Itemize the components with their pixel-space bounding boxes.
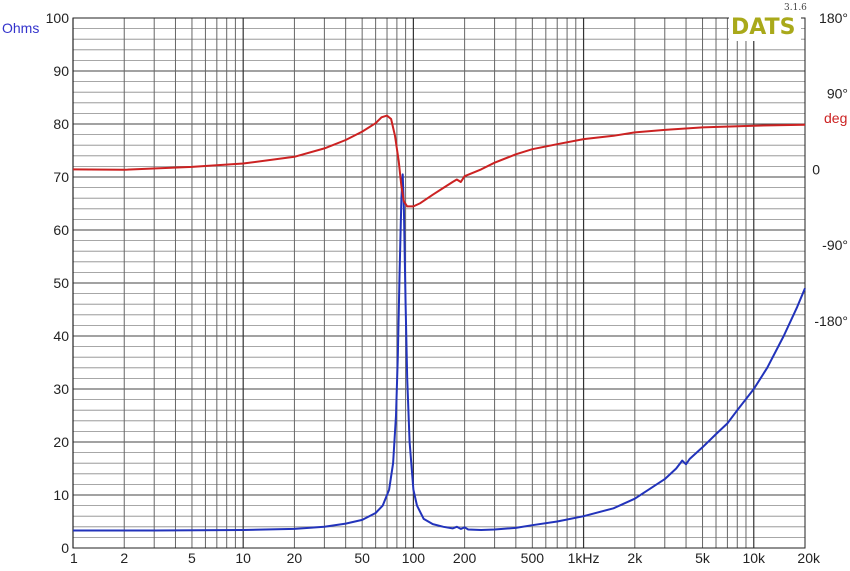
left-tick-label: 20 bbox=[53, 434, 69, 450]
x-tick-label: 2 bbox=[120, 550, 128, 566]
left-tick-label: 50 bbox=[53, 275, 69, 291]
x-tick-label: 1kHz bbox=[568, 550, 600, 566]
left-tick-label: 40 bbox=[53, 328, 69, 344]
curves bbox=[72, 114, 806, 532]
x-tick-label: 10 bbox=[235, 550, 251, 566]
logo-version: 3.1.6 bbox=[784, 3, 807, 13]
x-tick-label: 20 bbox=[287, 550, 303, 566]
x-tick-label: 100 bbox=[402, 550, 426, 566]
x-tick-label: 2k bbox=[627, 550, 643, 566]
left-tick-label: 80 bbox=[53, 116, 69, 132]
x-tick-label: 1 bbox=[70, 550, 78, 566]
right-tick-label: 0 bbox=[812, 161, 820, 177]
right-axis-unit: deg bbox=[824, 110, 847, 126]
right-tick-labels: 180° 90° 0 -90° -180° bbox=[812, 10, 848, 329]
plot-frame bbox=[72, 17, 806, 549]
right-tick-label: 180° bbox=[819, 10, 848, 26]
left-tick-label: 10 bbox=[53, 487, 69, 503]
x-tick-label: 200 bbox=[453, 550, 477, 566]
left-tick-label: 90 bbox=[53, 63, 69, 79]
logo-text: DATS bbox=[731, 15, 795, 40]
left-axis-label: Ohms bbox=[2, 20, 39, 36]
x-tick-label: 5k bbox=[695, 550, 711, 566]
left-tick-label: 70 bbox=[53, 169, 69, 185]
left-tick-label: 30 bbox=[53, 381, 69, 397]
right-tick-label: 90° bbox=[827, 86, 848, 102]
phase-curve bbox=[72, 114, 806, 208]
x-tick-label: 20k bbox=[797, 550, 821, 566]
grid bbox=[72, 17, 806, 549]
x-tick-label: 50 bbox=[354, 550, 370, 566]
right-tick-label: -90° bbox=[822, 237, 848, 253]
logo-box bbox=[729, 11, 801, 41]
right-tick-label: -180° bbox=[814, 313, 848, 329]
x-tick-label: 500 bbox=[521, 550, 545, 566]
left-tick-label: 60 bbox=[53, 222, 69, 238]
x-tick-label: 10k bbox=[742, 550, 766, 566]
left-tick-labels: 0 10 20 30 40 50 60 70 80 90 100 bbox=[46, 10, 70, 556]
dats-logo: DATS 3.1.6 bbox=[729, 3, 807, 41]
x-tick-labels: 1 2 5 10 20 50 100 200 500 1kHz 2k 5k 10k 20k bbox=[70, 550, 821, 566]
impedance-curve bbox=[73, 173, 806, 532]
x-tick-label: 5 bbox=[188, 550, 196, 566]
left-tick-label: 100 bbox=[46, 10, 70, 26]
left-tick-label: 0 bbox=[61, 540, 69, 556]
